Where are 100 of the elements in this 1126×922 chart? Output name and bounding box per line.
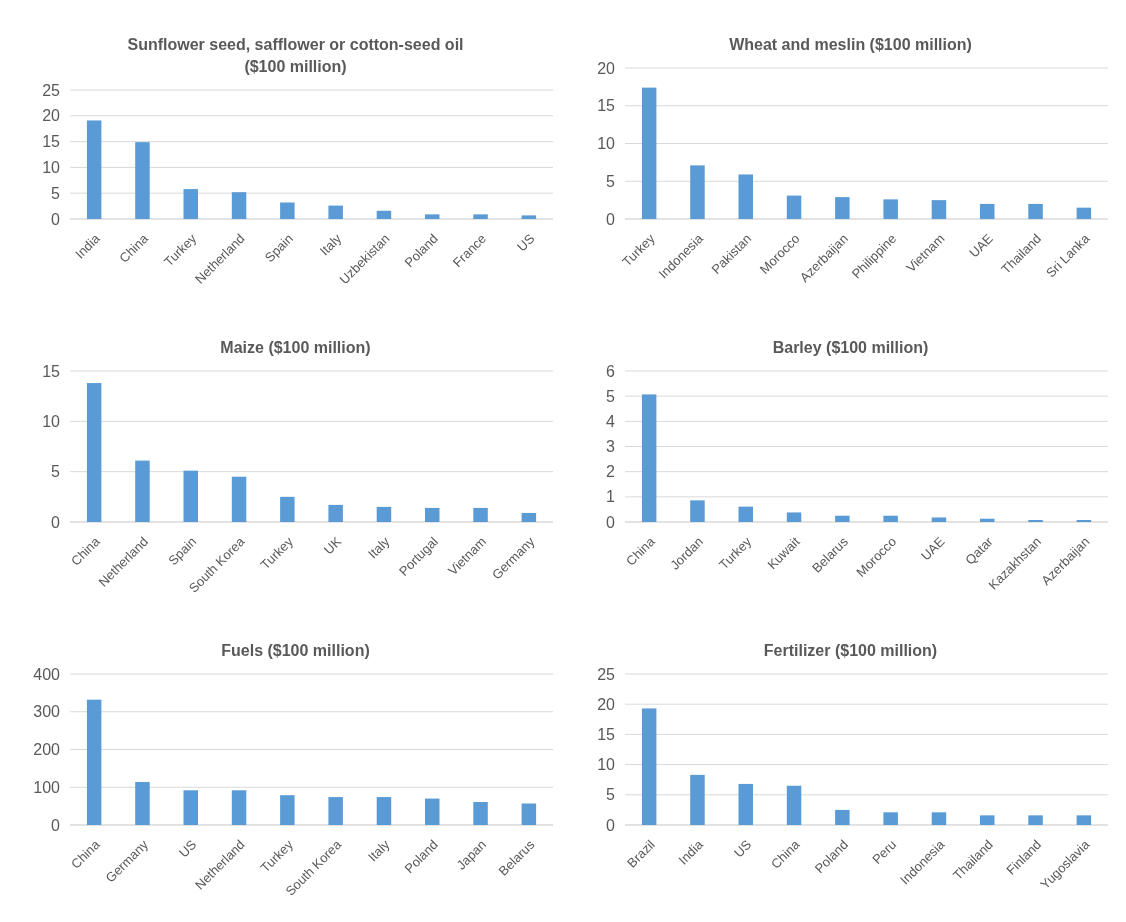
x-tick-label: Italy [365,533,393,562]
y-tick-label: 10 [42,412,61,430]
bar [183,189,198,219]
bar [280,202,295,219]
bar [931,200,947,219]
bar [231,790,247,825]
bar [931,517,947,522]
chart-title: Maize ($100 million) [220,339,371,356]
y-tick-label: 20 [597,59,616,77]
y-tick-label: 25 [597,665,616,683]
bar [738,506,753,522]
bar [135,781,150,825]
bar [425,214,440,219]
bar [641,708,657,825]
y-tick-label: 300 [33,703,61,721]
bar [1028,519,1043,522]
bar [931,812,947,825]
bar [883,812,898,825]
bar [376,210,392,219]
chart-title: Wheat and meslin ($100 million) [729,36,972,53]
bar [835,515,850,522]
bar [738,174,753,219]
x-tick-label: Italy [365,836,393,865]
bar [473,801,488,825]
y-tick-label: 6 [606,362,616,380]
bar [641,87,657,219]
bar [835,809,850,825]
bar [231,476,247,522]
y-tick-label: 15 [597,726,616,743]
y-tick-label: 15 [42,133,61,151]
bar [86,383,102,522]
y-tick-label: 5 [51,184,61,202]
y-tick-label: 25 [42,81,61,99]
y-tick-label: 0 [606,816,616,834]
bar [183,790,198,825]
x-tick-label: US [175,836,200,861]
bar [690,774,705,825]
x-tick-label: US [514,230,538,255]
y-tick-label: 1 [606,488,616,506]
bar [328,504,343,522]
bar [1076,815,1092,825]
bar [690,500,705,522]
bar [1028,203,1043,219]
y-tick-label: 20 [42,107,61,125]
chart-title: Sunflower seed, safflower or cotton-seed oil ($100 million) [127,36,464,75]
bar [473,214,488,219]
bar [738,783,753,825]
bar [835,197,850,219]
bar [183,470,198,522]
y-tick-label: 0 [606,210,616,228]
y-tick-label: 15 [597,97,616,115]
bar [425,507,440,522]
bar [521,803,537,825]
y-tick-label: 5 [606,387,616,405]
bar [883,199,898,219]
y-tick-label: 100 [33,778,61,796]
bar [280,795,295,825]
y-tick-label: 0 [606,513,616,531]
y-tick-label: 20 [597,695,616,713]
y-tick-label: 10 [42,159,61,176]
y-tick-label: 5 [606,786,616,804]
y-tick-label: 10 [597,135,616,153]
bar [521,215,537,219]
y-tick-label: 5 [606,172,616,190]
bar [786,785,802,825]
y-tick-label: 0 [51,816,61,834]
bar [980,203,995,219]
bar [980,815,995,825]
bar [328,797,343,825]
bar [786,512,802,522]
y-tick-label: 0 [51,513,61,531]
bar [376,797,392,825]
bar [1076,207,1092,219]
bar [328,205,343,219]
bar [521,512,537,522]
y-tick-label: 4 [606,412,616,430]
bar [473,507,488,522]
bar [1028,815,1043,825]
y-tick-label: 200 [33,741,61,759]
bar [86,699,102,825]
bar [231,192,247,219]
chart-title: Barley ($100 million) [772,339,929,356]
y-tick-label: 15 [42,362,61,380]
bar [786,195,802,219]
x-tick-label: Italy [316,230,345,259]
y-tick-label: 5 [51,463,61,481]
bar [641,394,657,522]
bar [425,798,440,825]
bar [690,165,705,219]
x-tick-label: US [730,836,755,861]
y-tick-label: 0 [51,210,61,228]
bar [280,496,295,522]
chart-title: Fuels ($100 million) [221,642,370,659]
x-tick-label: UK [320,533,345,558]
bar [135,142,150,219]
bar [376,506,392,522]
y-tick-label: 400 [33,665,61,683]
y-tick-label: 2 [606,463,616,481]
y-tick-label: 3 [606,438,616,456]
bar [883,515,898,522]
